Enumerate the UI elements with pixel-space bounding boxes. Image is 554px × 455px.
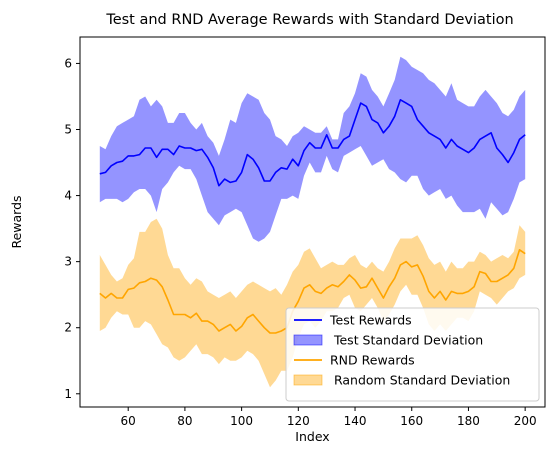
x-tick-label: 80: [177, 414, 192, 428]
x-tick-label: 100: [230, 414, 253, 428]
band-test-std: [99, 56, 526, 242]
y-tick-label: 6: [64, 56, 72, 70]
line-rnd-rewards: [99, 249, 526, 334]
y-tick-label: 3: [64, 255, 72, 269]
plot-frame: [79, 36, 546, 408]
y-axis-ticks: 1 2 3 4 5 6: [64, 56, 80, 401]
x-tick-label: 160: [400, 414, 423, 428]
legend-box: [285, 307, 540, 402]
x-tick-label: 120: [287, 414, 310, 428]
y-axis-label: Rewards: [9, 195, 24, 248]
legend-label: Test Standard Deviation: [330, 333, 483, 348]
x-tick-label: 60: [121, 414, 136, 428]
legend-swatch-band: [293, 334, 323, 346]
legend-label: RND Rewards: [330, 353, 415, 368]
legend-swatch-band: [293, 374, 323, 386]
y-tick-label: 4: [64, 189, 72, 203]
plot-layer: [99, 56, 526, 388]
y-tick-label: 1: [64, 387, 72, 401]
x-tick-label: 180: [457, 414, 480, 428]
line-test-rewards: [99, 99, 526, 187]
x-tick-label: 140: [344, 414, 367, 428]
y-tick-label: 2: [64, 321, 72, 335]
band-random-std: [99, 218, 526, 388]
y-tick-label: 5: [64, 123, 72, 137]
x-axis-ticks: 60 80 100 120 140 160 180 200: [121, 407, 537, 428]
chart-title: Test and RND Average Rewards with Standa…: [105, 12, 513, 28]
legend-label: Random Standard Deviation: [330, 373, 510, 388]
legend: Test Rewards Test Standard Deviation RND …: [285, 307, 540, 402]
x-tick-label: 200: [514, 414, 537, 428]
x-axis-label: Index: [295, 429, 329, 444]
legend-label: Test Rewards: [329, 313, 412, 328]
